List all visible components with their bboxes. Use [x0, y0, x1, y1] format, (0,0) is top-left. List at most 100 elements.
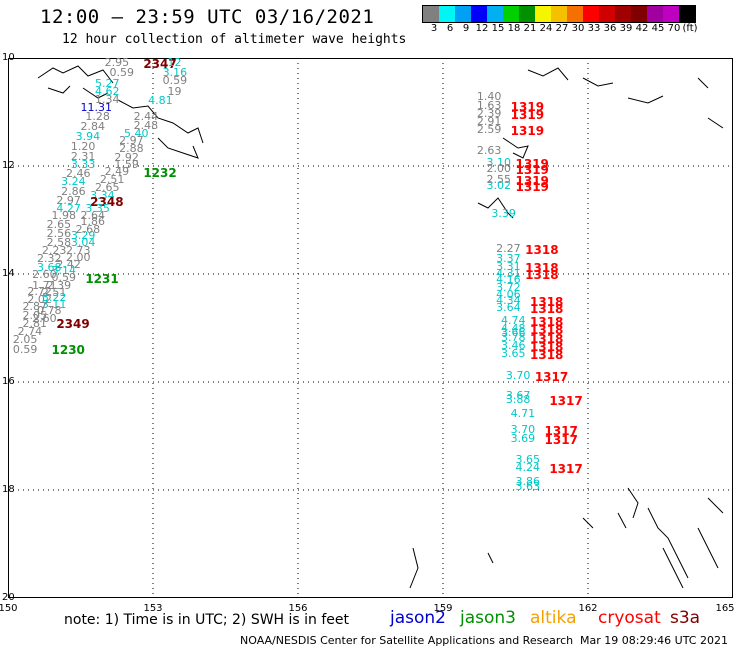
latitude-label: 14	[2, 268, 15, 279]
colorbar-swatch	[631, 6, 647, 22]
pass-time-label: 2348	[90, 195, 124, 210]
wave-height-label: 4.34	[496, 294, 521, 307]
wave-height-label: 2.55	[486, 172, 512, 186]
wave-height-label: 2.00	[486, 161, 512, 175]
pass-time-label: 1318	[530, 339, 564, 354]
wave-height-label: 2.32	[37, 252, 62, 266]
colorbar-tick-label: 42	[635, 23, 649, 34]
colorbar-tick-label: 33	[587, 23, 601, 34]
wave-height-label: 3.39	[491, 206, 516, 220]
satellite-legend-s3a: s3a	[670, 608, 701, 628]
pass-time-label: 1318	[525, 260, 559, 275]
wave-height-label: 1.86	[80, 214, 106, 228]
pass-time-label: 1319	[515, 179, 549, 194]
latitude-label: 12	[2, 160, 15, 171]
colorbar-tick-label: 39	[619, 23, 633, 34]
colorbar-tick-label: 15	[491, 23, 505, 34]
wave-height-label: 2.05	[12, 333, 38, 347]
colorbar-tick-label: 30	[571, 23, 585, 34]
colorbar-tick-label: 70	[667, 23, 681, 34]
wave-height-label: 0.59	[12, 342, 38, 356]
wave-height-label: 3.67	[505, 388, 531, 402]
wave-height-label: 3.31	[496, 259, 521, 273]
map-border	[8, 58, 733, 598]
pass-time-label: 1319	[510, 99, 545, 114]
wave-height-label: 3.70	[510, 422, 536, 436]
pass-time-label: 1318	[530, 331, 564, 346]
wave-height-label: 1.40	[476, 90, 502, 104]
colorbar	[422, 5, 696, 23]
wave-height-label: 2.97	[56, 194, 81, 208]
colorbar-swatch	[455, 6, 471, 22]
colorbar-tick-label: 6	[446, 23, 454, 34]
wave-height-label: 2.74	[17, 325, 43, 339]
pass-time-label: 1318	[525, 242, 559, 257]
wave-height-label: 2.73	[66, 243, 91, 257]
pass-time-label: 1230	[51, 342, 85, 357]
colorbar-tick-label: 24	[539, 23, 553, 34]
colorbar-swatch	[471, 6, 487, 22]
wave-height-label: 4.74	[501, 313, 526, 327]
page-title: 12:00 – 23:59 UTC 03/16/2021	[40, 6, 375, 28]
note-text: note: 1) Time is in UTC; 2) SWH is in fe…	[64, 612, 350, 628]
wave-height-label: 0.59	[51, 270, 77, 284]
coastline-north-west	[37, 65, 204, 159]
wave-height-label: 2.91	[476, 114, 502, 128]
wave-height-label: 4.31	[496, 267, 521, 280]
wave-height-label: 2.23	[41, 243, 67, 257]
pass-time-label: 1318	[530, 323, 564, 338]
wave-height-label: 2.65	[95, 180, 120, 194]
wave-height-label: 1.28	[85, 110, 110, 124]
wave-height-label: 2.56	[46, 226, 72, 240]
colorbar-swatch	[647, 6, 663, 22]
wave-height-label: 3.11	[41, 298, 67, 312]
colorbar-swatch	[519, 6, 535, 22]
pass-time-label: 1231	[85, 271, 119, 286]
wave-height-label: 2.00	[66, 250, 91, 264]
colorbar-tick-label: 3	[430, 23, 438, 34]
latitude-label: 10	[2, 52, 15, 63]
colorbar-swatch	[599, 6, 615, 22]
wave-height-label: 4.81	[148, 94, 173, 108]
wave-height-label: 3.04	[70, 236, 96, 250]
wave-height-label: 2.60	[32, 311, 57, 325]
colorbar-tick-label: (ft)	[682, 23, 698, 34]
wave-height-label: 2.58	[46, 235, 72, 249]
wave-height-label: 3.94	[75, 130, 101, 144]
pass-time-label: 1318	[530, 295, 564, 309]
longitude-label: 156	[288, 603, 308, 614]
wave-height-label: 4.62	[95, 85, 120, 99]
wave-height-label: 2.87	[22, 300, 48, 314]
wave-height-label: 4.16	[496, 273, 521, 287]
colorbar-tick-label: 36	[603, 23, 617, 34]
wave-height-label: 2.72	[27, 284, 52, 298]
wave-height-label: 3.22	[41, 291, 67, 305]
pass-time-label: 1317	[549, 462, 583, 477]
wave-height-label: 2.95	[104, 56, 130, 70]
colorbar-tick-label: 12	[475, 23, 489, 34]
colorbar-swatch	[567, 6, 583, 22]
wave-height-label: 2.02	[27, 292, 52, 306]
pass-time-label: 2349	[56, 316, 90, 331]
wave-height-label: 2.64	[80, 209, 106, 223]
pass-time-label: 1317	[549, 393, 583, 408]
wave-height-label: 2.05	[22, 309, 48, 323]
page-subtitle: 12 hour collection of altimeter wave hei…	[62, 32, 407, 47]
wave-height-label: 2.81	[22, 317, 48, 331]
pass-time-label: 1318	[530, 347, 564, 362]
wave-height-label: 1.34	[95, 93, 120, 107]
wave-height-label: 2.68	[75, 222, 101, 236]
pass-time-label: 1319	[510, 107, 545, 122]
wave-height-label: 2.51	[41, 285, 67, 299]
wave-height-label: 3.88	[505, 392, 531, 406]
wave-height-label: 4.06	[496, 287, 521, 301]
wave-height-label: 1.98	[51, 209, 77, 223]
coastline-mid-east	[477, 197, 514, 219]
latitude-label: 16	[2, 376, 15, 387]
coastline-north-east	[502, 67, 724, 159]
colorbar-swatch	[423, 6, 439, 22]
latitude-label: 20	[2, 592, 15, 603]
wave-height-label: 2.27	[496, 241, 521, 255]
pass-time-label: 1318	[530, 314, 564, 329]
colorbar-tick-label: 45	[651, 23, 665, 34]
